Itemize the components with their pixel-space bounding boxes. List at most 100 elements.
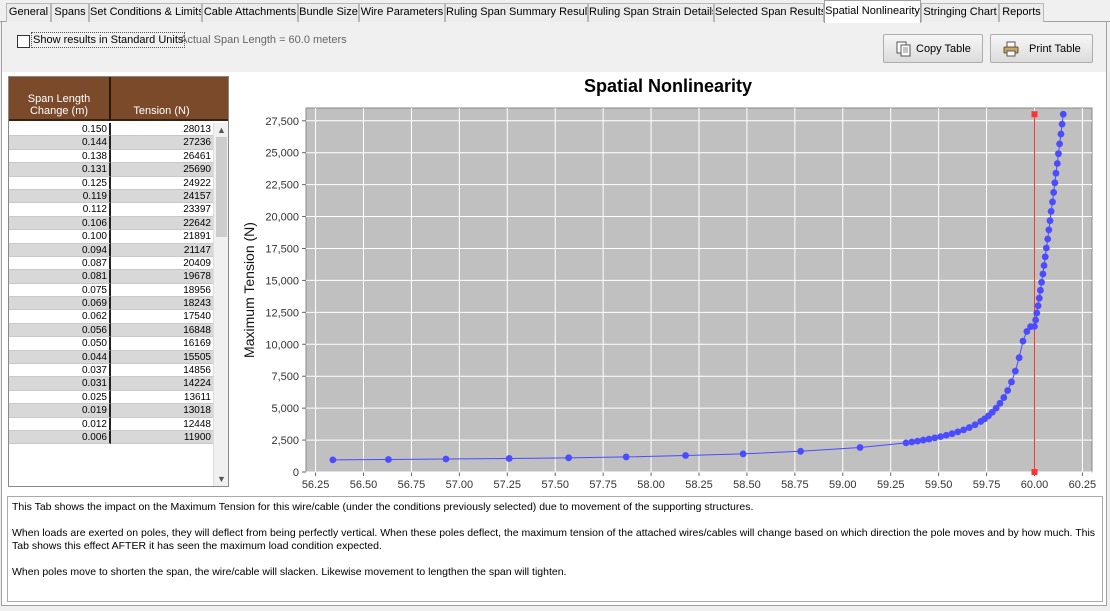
x-tick-label: 59.50: [925, 479, 953, 491]
scrollbar-thumb[interactable]: [216, 137, 227, 237]
tab-bundle-size[interactable]: Bundle Size: [298, 3, 359, 22]
cell-span-length-change: 0.012: [9, 417, 111, 431]
copy-table-label: Copy Table: [916, 43, 971, 55]
data-point: [971, 421, 979, 429]
table-row[interactable]: 0.125 24922: [9, 176, 213, 190]
data-point: [1034, 302, 1042, 310]
data-point: [965, 424, 973, 431]
table-row[interactable]: 0.044 15505: [9, 350, 213, 365]
cell-span-length-change: 0.150: [9, 123, 111, 137]
tab-general[interactable]: General: [6, 3, 51, 22]
cell-span-length-change: 0.144: [9, 136, 111, 150]
table-row[interactable]: 0.019 13018: [9, 404, 213, 418]
tab-ruling-span-strain-details[interactable]: Ruling Span Strain Details: [588, 3, 714, 22]
table-row[interactable]: 0.031 14224: [9, 377, 213, 391]
table-scrollbar[interactable]: ▲ ▼: [213, 123, 228, 486]
data-point: [1058, 120, 1066, 128]
tab-set-conditions-limits[interactable]: Set Conditions & Limits: [89, 3, 202, 22]
table-row[interactable]: 0.012 12448: [9, 417, 213, 431]
data-point: [1055, 150, 1062, 158]
standard-units-checkbox[interactable]: [17, 35, 30, 48]
table-row[interactable]: 0.131 25690: [9, 163, 213, 177]
cell-span-length-change: 0.112: [9, 203, 111, 217]
table-row[interactable]: 0.087 20409: [9, 256, 213, 271]
scroll-down-icon[interactable]: ▼: [217, 474, 226, 484]
data-point: [925, 435, 933, 443]
table-row[interactable]: 0.056 16848: [9, 323, 213, 338]
data-point: [1044, 235, 1052, 243]
table-row[interactable]: 0.037 14856: [9, 364, 213, 378]
tab-cable-attachments[interactable]: Cable Attachments: [202, 3, 298, 22]
spatial-nonlinearity-chart: Spatial Nonlinearity 56.25 56.50 56.75 57.0…: [234, 74, 1102, 492]
y-tick-label: 20,000: [265, 212, 299, 224]
cell-tension: 18956: [111, 284, 213, 298]
copy-table-button[interactable]: Copy Table: [883, 34, 983, 63]
data-point: [1038, 278, 1045, 286]
cell-tension: 14856: [111, 364, 213, 378]
data-point: [1059, 110, 1067, 118]
scroll-up-icon[interactable]: ▲: [217, 125, 226, 135]
cell-span-length-change: 0.019: [9, 404, 111, 418]
data-point: [1053, 160, 1061, 167]
table-row[interactable]: 0.075 18956: [9, 283, 213, 298]
cell-tension: 28013: [111, 123, 213, 137]
printer-icon: [1003, 41, 1019, 57]
chart-plot: 56.25 56.50 56.75 57.00 57.25 57.50 57.75 58.00…: [241, 107, 1096, 491]
tab-spans[interactable]: Spans: [51, 3, 89, 22]
data-point: [1011, 367, 1019, 375]
standard-units-label[interactable]: Show results in Standard Units: [30, 32, 186, 48]
table-row[interactable]: 0.025 13611: [9, 390, 213, 405]
description-panel: This Tab shows the impact on the Maximum…: [7, 496, 1103, 602]
y-tick-label: 22,500: [265, 180, 299, 192]
print-table-button[interactable]: Print Table: [990, 34, 1093, 63]
data-point: [1057, 130, 1065, 138]
copy-icon: [896, 41, 911, 57]
data-point: [1049, 198, 1056, 206]
table-row[interactable]: 0.106 22642: [9, 216, 213, 231]
table-row[interactable]: 0.138 26461: [9, 149, 213, 164]
table-row[interactable]: 0.050 16169: [9, 337, 213, 351]
data-point: [992, 404, 1000, 412]
table-row[interactable]: 0.069 18243: [9, 297, 213, 311]
table-row[interactable]: 0.119 24157: [9, 189, 213, 204]
x-tick-label: 59.75: [973, 479, 1001, 491]
cell-tension: 26461: [111, 150, 213, 164]
table-row[interactable]: 0.006 11900: [9, 430, 213, 445]
reference-point: [1031, 111, 1038, 118]
table-row[interactable]: 0.094 21147: [9, 243, 213, 257]
data-point: [1041, 253, 1049, 261]
tab-stringing-chart[interactable]: Stringing Chart: [921, 3, 999, 22]
column-header-tension[interactable]: Tension (N): [133, 105, 190, 117]
table-row[interactable]: 0.062 17540: [9, 310, 213, 324]
cell-tension: 13611: [111, 391, 213, 405]
cell-span-length-change: 0.069: [9, 297, 111, 311]
data-point: [960, 426, 967, 434]
reference-point: [1031, 469, 1038, 475]
table-row[interactable]: 0.112 23397: [9, 203, 213, 217]
table-row[interactable]: 0.144 27236: [9, 136, 213, 150]
data-point: [739, 450, 747, 458]
tab-reports[interactable]: Reports: [999, 3, 1044, 22]
y-tick-label: 2,500: [271, 435, 299, 447]
tab-wire-parameters[interactable]: Wire Parameters: [359, 3, 445, 22]
data-point: [1052, 169, 1060, 177]
x-tick-label: 58.25: [685, 479, 713, 491]
tab-selected-span-results[interactable]: Selected Span Results: [714, 3, 824, 22]
tab-ruling-span-summary-results[interactable]: Ruling Span Summary Results: [445, 3, 588, 22]
cell-span-length-change: 0.087: [9, 256, 111, 271]
table-header: Span Length Change (m) Tension (N): [9, 77, 228, 121]
x-tick-label: 57.50: [541, 479, 569, 491]
data-point: [442, 455, 450, 463]
table-row[interactable]: 0.100 21891: [9, 230, 213, 244]
column-header-span-length-change[interactable]: Span Length Change (m): [9, 77, 111, 121]
cell-tension: 25690: [111, 163, 213, 177]
x-tick-label: 59.00: [829, 479, 857, 491]
data-point: [1039, 270, 1047, 278]
tab-spatial-nonlinearity[interactable]: Spatial Nonlinearity: [824, 0, 921, 23]
y-tick-label: 7,500: [271, 371, 299, 383]
cell-span-length-change: 0.062: [9, 310, 111, 324]
table-row[interactable]: 0.081 19678: [9, 270, 213, 284]
table-row[interactable]: 0.150 28013: [9, 123, 213, 137]
y-tick-label: 12,500: [265, 307, 299, 319]
